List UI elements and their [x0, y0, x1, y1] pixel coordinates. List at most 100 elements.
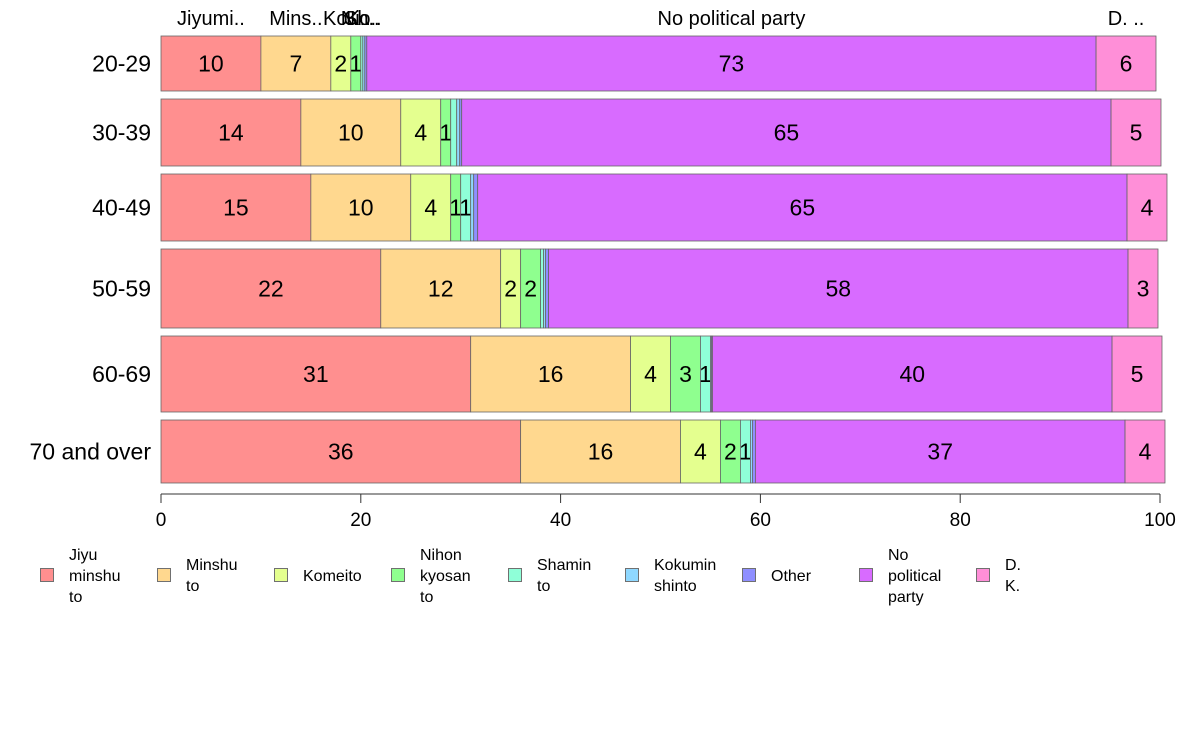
bar-20-29-minshu-to — [260, 35, 332, 92]
bar-60-69-nihon-kyosan-to — [670, 335, 701, 413]
legend-swatch — [742, 568, 756, 582]
legend-swatch — [625, 568, 639, 582]
bar-30-39-minshu-to — [300, 98, 402, 167]
data-label: 40 — [899, 361, 925, 387]
data-label: 10 — [338, 120, 364, 146]
x-tick-label: 20 — [350, 510, 371, 531]
data-label: 2 — [724, 439, 737, 465]
data-label: 58 — [826, 276, 852, 302]
bar-40-49-komeito — [410, 173, 452, 242]
bar-30-39-komeito — [400, 98, 442, 167]
bar-50-59-shamin-to — [540, 248, 545, 329]
category-label: 30-39 — [92, 120, 151, 146]
legend-swatch — [859, 568, 873, 582]
legend-swatch — [40, 568, 54, 582]
data-label: 31 — [303, 361, 329, 387]
data-label: 6 — [1120, 51, 1133, 77]
data-label: 2 — [504, 276, 517, 302]
bar-50-59-d-k — [1127, 248, 1159, 329]
data-label: 7 — [289, 51, 302, 77]
data-label: 14 — [218, 120, 244, 146]
data-label: 65 — [790, 195, 816, 221]
top-label: Mins.. — [269, 8, 322, 30]
data-label: 1 — [459, 195, 472, 221]
bar-60-69-jiyu-minshu-to — [160, 335, 472, 413]
category-label: 40-49 — [92, 195, 151, 221]
x-axis: 0 20 40 60 80 100 — [156, 493, 1176, 531]
data-label: 37 — [927, 439, 953, 465]
legend-label: Shamin to — [537, 557, 592, 595]
bar-20-29-d-k — [1095, 35, 1157, 92]
legend: Jiyu minshu to Minshu to Komeito Nihon k… — [40, 544, 1160, 614]
data-label: 4 — [644, 361, 657, 387]
data-label: 1 — [739, 439, 752, 465]
data-label: 12 — [428, 276, 454, 302]
bar-30-39-no-political-party — [461, 98, 1112, 167]
bar-50-59-other — [545, 248, 550, 329]
data-label: 4 — [694, 439, 707, 465]
bar-40-49-kokumin-shinto — [470, 173, 475, 242]
data-label: 22 — [258, 276, 284, 302]
top-label: Ko.. — [323, 8, 359, 30]
bar-70-and-over-minshu-to — [520, 419, 681, 484]
category-label: 60-69 — [92, 361, 151, 387]
legend-label: D. K. — [1005, 557, 1021, 595]
top-label: Ko.. — [346, 8, 382, 30]
category-label: 70 and over — [30, 439, 152, 465]
legend-swatch — [157, 568, 171, 582]
data-label: 4 — [1139, 439, 1152, 465]
data-label: 10 — [198, 51, 224, 77]
bar-70-and-over-jiyu-minshu-to — [160, 419, 522, 484]
data-label: 15 — [223, 195, 249, 221]
data-label: 65 — [774, 120, 800, 146]
data-label: 3 — [1137, 276, 1150, 302]
legend-label: No political party — [888, 546, 942, 606]
x-tick-label: 0 — [156, 510, 167, 531]
x-tick-label: 60 — [750, 510, 771, 531]
data-label: 1 — [449, 195, 462, 221]
bar-50-59-jiyu-minshu-to — [160, 248, 382, 329]
top-label: Jiyumi.. — [177, 8, 245, 30]
data-label: 10 — [348, 195, 374, 221]
data-label: 3 — [679, 361, 692, 387]
bar-60-69-komeito — [630, 335, 671, 413]
bar-20-29-no-political-party — [366, 35, 1097, 92]
legend-swatch — [508, 568, 522, 582]
data-label: 4 — [414, 120, 427, 146]
data-label: 1 — [349, 51, 362, 77]
data-label: 2 — [524, 276, 537, 302]
top-label: Ni.. — [341, 8, 371, 30]
bar-40-49-d-k — [1126, 173, 1168, 242]
bar-70-and-over-other — [752, 419, 756, 484]
bar-70-and-over-komeito — [680, 419, 721, 484]
x-tick-label: 100 — [1144, 510, 1176, 531]
top-label: D. .. — [1108, 8, 1145, 30]
bar-70-and-over-no-political-party — [755, 419, 1126, 484]
x-tick-label: 40 — [550, 510, 571, 531]
bar-50-59-no-political-party — [548, 248, 1129, 329]
data-label: 2 — [334, 51, 347, 77]
data-label: 16 — [588, 439, 614, 465]
bar-30-39-shamin-to — [450, 98, 458, 167]
data-label: 4 — [1141, 195, 1154, 221]
data-label: 4 — [424, 195, 437, 221]
top-segment-labels: Jiyumi.. Mins.. Ko..Ni..Sh..Ko.. No politic… — [177, 8, 1144, 30]
legend-label: Komeito — [303, 567, 362, 585]
bar-20-29-jiyu-minshu-to — [160, 35, 262, 92]
bar-60-69-d-k — [1111, 335, 1163, 413]
bar-60-69-minshu-to — [470, 335, 631, 413]
top-label: No political party — [658, 8, 806, 30]
legend-label: Kokumin shinto — [654, 557, 717, 595]
data-label: 1 — [699, 361, 712, 387]
bar-30-39-jiyu-minshu-to — [160, 98, 302, 167]
data-label: 5 — [1131, 361, 1144, 387]
x-tick-label: 80 — [950, 510, 971, 531]
legend-label: Other — [771, 567, 812, 585]
data-label: 5 — [1130, 120, 1143, 146]
legend-label: Minshu to — [186, 557, 238, 595]
legend-swatch — [976, 568, 990, 582]
bar-40-49-other — [473, 173, 479, 242]
bar-70-and-over-d-k — [1124, 419, 1166, 484]
data-label: 36 — [328, 439, 354, 465]
